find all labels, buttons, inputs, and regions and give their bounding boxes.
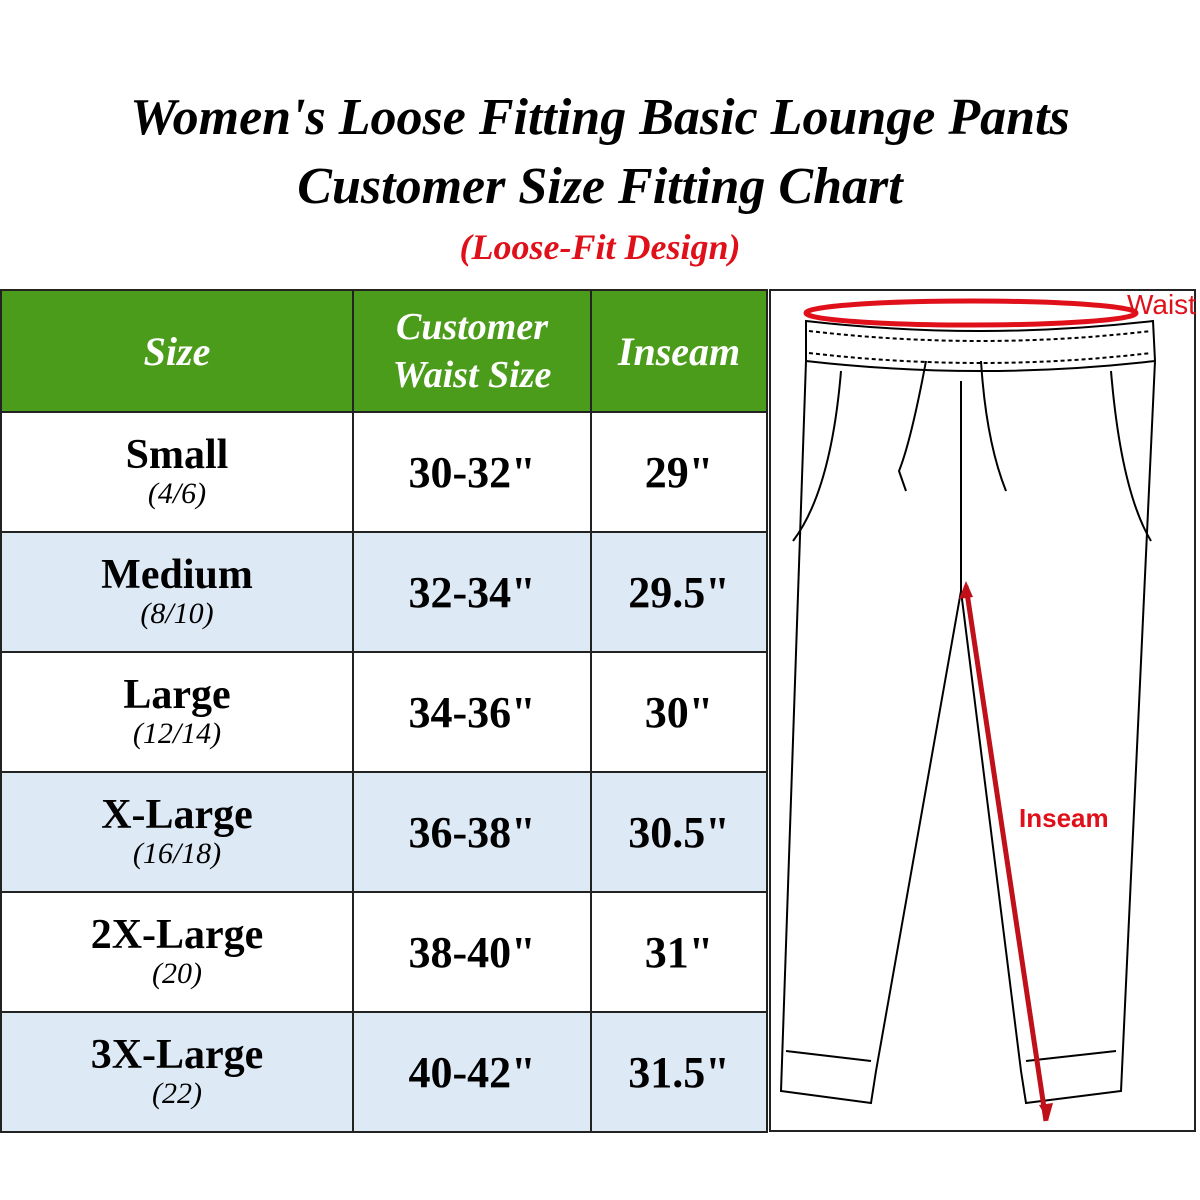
size-numeric: (4/6) bbox=[147, 477, 207, 510]
waist-cell: 30-32" bbox=[352, 411, 592, 533]
size-cell: Small (4/6) bbox=[0, 411, 354, 533]
title-line-1: Women's Loose Fitting Basic Lounge Pants bbox=[130, 89, 1070, 146]
size-numeric: (20) bbox=[152, 957, 202, 990]
waist-cell: 32-34" bbox=[352, 531, 592, 653]
size-table: Size Customer Waist Size Inseam Small (4/… bbox=[0, 289, 768, 1133]
size-numeric: (12/14) bbox=[132, 717, 222, 750]
table-row: Large (12/14) 34-36" 30" bbox=[0, 651, 768, 773]
table-row: Small (4/6) 30-32" 29" bbox=[0, 411, 768, 533]
pants-outline bbox=[779, 360, 1156, 1105]
size-cell: Large (12/14) bbox=[0, 651, 354, 773]
header-inseam: Inseam bbox=[590, 289, 768, 413]
waist-measure-ellipse bbox=[803, 298, 1139, 328]
table-row: 2X-Large (20) 38-40" 31" bbox=[0, 891, 768, 1013]
size-name: 2X-Large bbox=[90, 912, 264, 958]
size-cell: 3X-Large (22) bbox=[0, 1011, 354, 1133]
inseam-label: Inseam bbox=[1019, 803, 1109, 833]
subtitle: (Loose-Fit Design) bbox=[459, 227, 741, 267]
size-cell: 2X-Large (20) bbox=[0, 891, 354, 1013]
waist-cell: 38-40" bbox=[352, 891, 592, 1013]
table-row: 3X-Large (22) 40-42" 31.5" bbox=[0, 1011, 768, 1133]
waist-label: Waist bbox=[1127, 289, 1196, 320]
size-numeric: (22) bbox=[152, 1077, 202, 1110]
inseam-cell: 30" bbox=[590, 651, 768, 773]
header-waist: Customer Waist Size bbox=[352, 289, 592, 413]
size-name: X-Large bbox=[101, 792, 253, 838]
header-size: Size bbox=[0, 289, 354, 413]
waist-cell: 34-36" bbox=[352, 651, 592, 773]
inseam-cell: 31.5" bbox=[590, 1011, 768, 1133]
size-name: Large bbox=[123, 672, 231, 718]
size-cell: X-Large (16/18) bbox=[0, 771, 354, 893]
inseam-arrow bbox=[963, 585, 1049, 1122]
pants-diagram: Waist Inseam bbox=[769, 289, 1196, 1132]
inseam-arrow-head-top bbox=[959, 581, 973, 599]
header-row: Size Customer Waist Size Inseam bbox=[0, 289, 768, 413]
inseam-cell: 29.5" bbox=[590, 531, 768, 653]
table-row: Medium (8/10) 32-34" 29.5" bbox=[0, 531, 768, 653]
table-row: X-Large (16/18) 36-38" 30.5" bbox=[0, 771, 768, 893]
size-numeric: (16/18) bbox=[132, 837, 222, 870]
title-line-2: Customer Size Fitting Chart bbox=[297, 158, 903, 215]
waist-cell: 40-42" bbox=[352, 1011, 592, 1133]
size-numeric: (8/10) bbox=[140, 597, 214, 630]
inseam-cell: 30.5" bbox=[590, 771, 768, 893]
size-name: Medium bbox=[101, 552, 253, 598]
waist-cell: 36-38" bbox=[352, 771, 592, 893]
size-name: 3X-Large bbox=[90, 1032, 264, 1078]
size-cell: Medium (8/10) bbox=[0, 531, 354, 653]
pants-drawing bbox=[779, 298, 1157, 1122]
inseam-cell: 29" bbox=[590, 411, 768, 533]
size-name: Small bbox=[125, 432, 229, 478]
inseam-arrow-head-bottom bbox=[1039, 1103, 1053, 1121]
inseam-cell: 31" bbox=[590, 891, 768, 1013]
